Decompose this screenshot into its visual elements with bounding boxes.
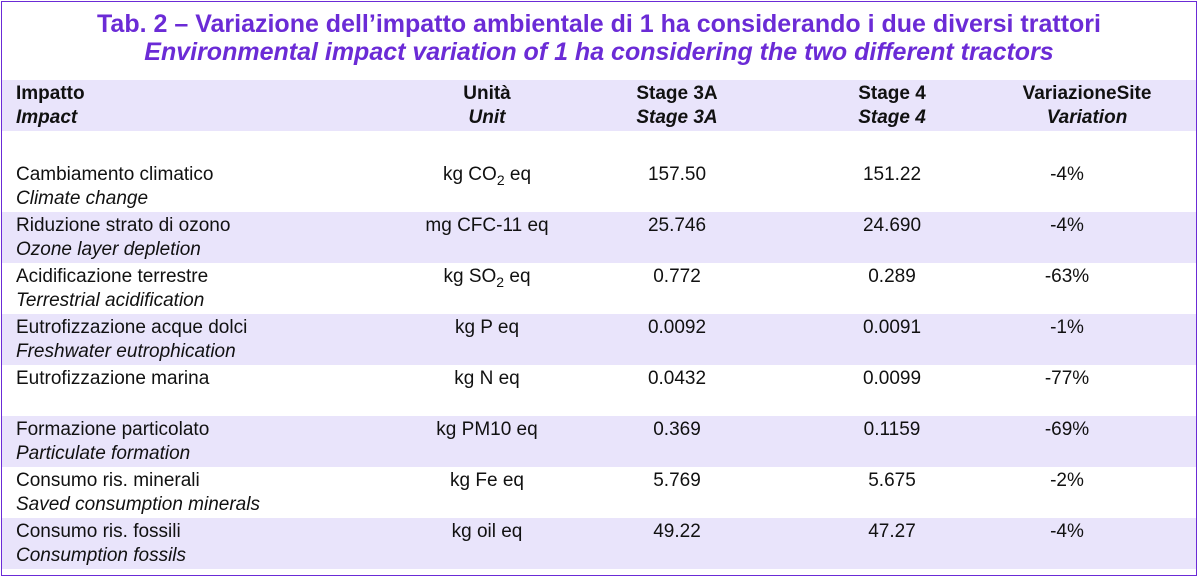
row-stage4: 0.0091	[862, 317, 922, 338]
row-impact-en: Terrestrial acidification	[16, 290, 205, 311]
row-impact: Riduzione strato di ozono Ozone layer de…	[16, 212, 436, 263]
header-stage3a: Stage 3A Stage 3A	[577, 80, 777, 131]
row-variation: -2%	[1050, 470, 1084, 491]
row-unit: kg N eq	[392, 365, 582, 416]
row-impact-en: Particulate formation	[16, 443, 191, 464]
header-stage3a-it: Stage 3A	[636, 83, 718, 104]
row-stage3a: 49.22	[653, 521, 701, 542]
row-variation: -69%	[1044, 419, 1090, 440]
row-impact-en: Freshwater eutrophication	[16, 341, 236, 362]
header-spacer	[2, 131, 1196, 161]
table-header-row: Impatto Impact Unità Unit Stage 3A Stage…	[2, 80, 1196, 131]
row-stage3a: 5.769	[653, 470, 701, 491]
row-stage3a: 25.746	[647, 215, 707, 236]
row-unit-main: kg N eq	[454, 368, 520, 389]
table-row: Consumo ris. minerali Saved consumption …	[2, 467, 1196, 518]
row-stage4: 0.1159	[863, 419, 921, 440]
row-variation: -4%	[1050, 164, 1084, 185]
row-stage4: 5.675	[868, 470, 916, 491]
row-unit-main: kg P eq	[454, 317, 520, 338]
header-variation: VariazioneSite Variation	[1002, 80, 1172, 131]
header-variation-it: VariazioneSite	[1022, 83, 1152, 104]
row-unit-sub: 2	[496, 172, 505, 188]
row-impact: Consumo ris. fossili Consumption fossils	[16, 518, 436, 569]
row-unit-tail: eq	[504, 266, 531, 287]
row-unit: kg PM10 eq	[392, 416, 582, 467]
row-variation: -4%	[1050, 521, 1084, 542]
row-stage4: 151.22	[862, 164, 922, 185]
title-italian: Tab. 2 – Variazione dell’impatto ambient…	[97, 10, 1101, 38]
row-stage3a: 0.0432	[647, 368, 707, 389]
row-unit-tail: eq	[504, 164, 532, 185]
impact-table: Impatto Impact Unità Unit Stage 3A Stage…	[2, 80, 1196, 569]
row-impact-it: Riduzione strato di ozono	[16, 215, 231, 236]
row-stage3a: 0.772	[653, 266, 701, 287]
row-impact: Eutrofizzazione marina	[16, 365, 436, 416]
table-row: Eutrofizzazione acque dolci Freshwater e…	[2, 314, 1196, 365]
row-stage3a: 0.0092	[647, 317, 707, 338]
row-impact-en: Ozone layer depletion	[16, 239, 201, 260]
header-impact-en: Impact	[16, 107, 78, 128]
row-impact-en: Consumption fossils	[16, 545, 187, 566]
header-stage4-en: Stage 4	[858, 107, 926, 128]
row-impact: Formazione particolato Particulate forma…	[16, 416, 436, 467]
header-stage3a-en: Stage 3A	[636, 107, 718, 128]
table-row: Consumo ris. fossili Consumption fossils…	[2, 518, 1196, 569]
row-unit: kg CO2 eq	[392, 161, 582, 212]
row-unit-main: kg SO	[443, 266, 497, 287]
row-impact: Acidificazione terrestre Terrestrial aci…	[16, 263, 436, 314]
row-unit: kg Fe eq	[392, 467, 582, 518]
row-stage4: 0.0099	[862, 368, 922, 389]
row-unit: mg CFC-11 eq	[392, 212, 582, 263]
row-stage4: 24.690	[862, 215, 922, 236]
row-stage4: 0.289	[868, 266, 916, 287]
row-variation: -1%	[1050, 317, 1084, 338]
row-impact-it: Formazione particolato	[16, 419, 210, 440]
title-english: Environmental impact variation of 1 ha c…	[144, 38, 1054, 66]
table-row: Formazione particolato Particulate forma…	[2, 416, 1196, 467]
table-row: Riduzione strato di ozono Ozone layer de…	[2, 212, 1196, 263]
header-unit-it: Unità	[463, 83, 511, 104]
header-unit: Unità Unit	[392, 80, 582, 131]
header-unit-en: Unit	[468, 107, 506, 128]
row-impact-en: Saved consumption minerals	[16, 494, 260, 515]
row-impact: Consumo ris. minerali Saved consumption …	[16, 467, 436, 518]
row-unit-sub: 2	[496, 274, 505, 290]
header-impact: Impatto Impact	[16, 80, 436, 131]
row-impact-it: Acidificazione terrestre	[16, 266, 209, 287]
row-impact-it: Consumo ris. fossili	[16, 521, 181, 542]
row-impact-it: Consumo ris. minerali	[16, 470, 200, 491]
table-row: Eutrofizzazione marina kg N eq 0.0432 0.…	[2, 365, 1196, 416]
row-variation: -63%	[1044, 266, 1090, 287]
row-unit: kg SO2 eq	[392, 263, 582, 314]
row-stage3a: 157.50	[647, 164, 707, 185]
row-unit: kg P eq	[392, 314, 582, 365]
row-impact-it: Eutrofizzazione acque dolci	[16, 317, 248, 338]
table-title: Tab. 2 – Variazione dell’impatto ambient…	[2, 2, 1196, 66]
row-unit-main: kg oil eq	[451, 521, 523, 542]
row-impact-it: Eutrofizzazione marina	[16, 368, 210, 389]
row-unit: kg oil eq	[392, 518, 582, 569]
row-stage4: 47.27	[868, 521, 916, 542]
row-unit-main: kg CO	[442, 164, 497, 185]
header-stage4: Stage 4 Stage 4	[792, 80, 992, 131]
header-variation-en: Variation	[1046, 107, 1128, 128]
table-row: Acidificazione terrestre Terrestrial aci…	[2, 263, 1196, 314]
row-variation: -4%	[1050, 215, 1084, 236]
table-row: Cambiamento climatico Climate change kg …	[2, 161, 1196, 212]
row-unit-main: kg PM10 eq	[436, 419, 538, 440]
row-impact: Eutrofizzazione acque dolci Freshwater e…	[16, 314, 436, 365]
row-impact: Cambiamento climatico Climate change	[16, 161, 436, 212]
row-impact-en: Climate change	[16, 188, 149, 209]
row-variation: -77%	[1044, 368, 1090, 389]
header-impact-it: Impatto	[16, 83, 85, 104]
row-unit-main: kg Fe eq	[450, 470, 524, 491]
row-impact-it: Cambiamento climatico	[16, 164, 214, 185]
row-unit-main: mg CFC-11 eq	[425, 215, 549, 236]
header-stage4-it: Stage 4	[858, 83, 926, 104]
row-stage3a: 0.369	[653, 419, 701, 440]
